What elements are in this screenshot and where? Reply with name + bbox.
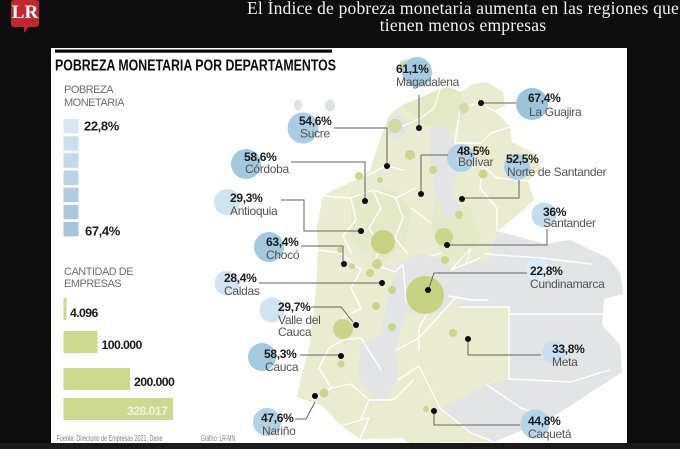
svg-text:33,8%: 33,8%: [552, 342, 585, 356]
svg-text:Caldas: Caldas: [224, 284, 260, 298]
svg-text:47,6%: 47,6%: [261, 411, 294, 425]
svg-text:58,3%: 58,3%: [264, 347, 297, 361]
svg-text:MONETARIA: MONETARIA: [64, 97, 125, 109]
svg-text:29,7%: 29,7%: [278, 300, 311, 314]
svg-text:Sucre: Sucre: [300, 127, 330, 141]
svg-text:22,8%: 22,8%: [84, 119, 120, 134]
svg-text:328.017: 328.017: [127, 404, 168, 418]
svg-text:Santander: Santander: [543, 216, 596, 230]
svg-text:Cundinamarca: Cundinamarca: [530, 277, 605, 291]
svg-text:61,1%: 61,1%: [396, 62, 429, 76]
svg-text:200.000: 200.000: [134, 375, 175, 389]
svg-text:Fuente: Directorio de Empresas: Fuente: Directorio de Empresas 2021, Dan…: [57, 434, 163, 443]
svg-text:Chocó: Chocó: [266, 248, 300, 262]
svg-text:52,5%: 52,5%: [506, 152, 539, 166]
svg-text:48,5%: 48,5%: [457, 144, 490, 158]
svg-text:Caquetá: Caquetá: [528, 427, 572, 441]
svg-text:Gráfico: LR-MN: Gráfico: LR-MN: [201, 434, 235, 443]
svg-text:22,8%: 22,8%: [530, 264, 563, 278]
svg-text:63,4%: 63,4%: [266, 235, 299, 249]
svg-text:Meta: Meta: [552, 355, 578, 369]
svg-text:Cauca: Cauca: [265, 360, 299, 374]
svg-text:Magadalena: Magadalena: [396, 75, 460, 89]
svg-text:29,3%: 29,3%: [230, 191, 263, 205]
svg-text:Cauca: Cauca: [278, 325, 312, 339]
svg-text:Valle del: Valle del: [278, 313, 320, 327]
svg-text:4.096: 4.096: [70, 306, 99, 320]
svg-text:Córdoba: Córdoba: [245, 162, 290, 176]
svg-text:La Guajira: La Guajira: [529, 105, 582, 119]
svg-text:Antioquia: Antioquia: [230, 204, 278, 218]
svg-text:Bolívar: Bolívar: [458, 155, 494, 169]
svg-text:EMPRESAS: EMPRESAS: [64, 278, 121, 290]
svg-text:58,6%: 58,6%: [244, 150, 277, 164]
svg-text:Norte de Santander: Norte de Santander: [507, 165, 607, 179]
svg-text:67,4%: 67,4%: [528, 91, 561, 105]
svg-text:POBREZA MONETARIA POR DEPARTAM: POBREZA MONETARIA POR DEPARTAMENTOS: [55, 58, 336, 75]
svg-text:POBREZA: POBREZA: [64, 84, 114, 96]
svg-text:44,8%: 44,8%: [528, 414, 561, 428]
svg-text:36%: 36%: [543, 205, 567, 219]
svg-text:67,4%: 67,4%: [85, 224, 121, 239]
svg-text:54,6%: 54,6%: [299, 114, 332, 128]
svg-text:CANTIDAD DE: CANTIDAD DE: [64, 266, 133, 278]
svg-text:Nariño: Nariño: [262, 424, 296, 438]
svg-text:28,4%: 28,4%: [224, 271, 257, 285]
svg-text:100.000: 100.000: [102, 338, 143, 352]
